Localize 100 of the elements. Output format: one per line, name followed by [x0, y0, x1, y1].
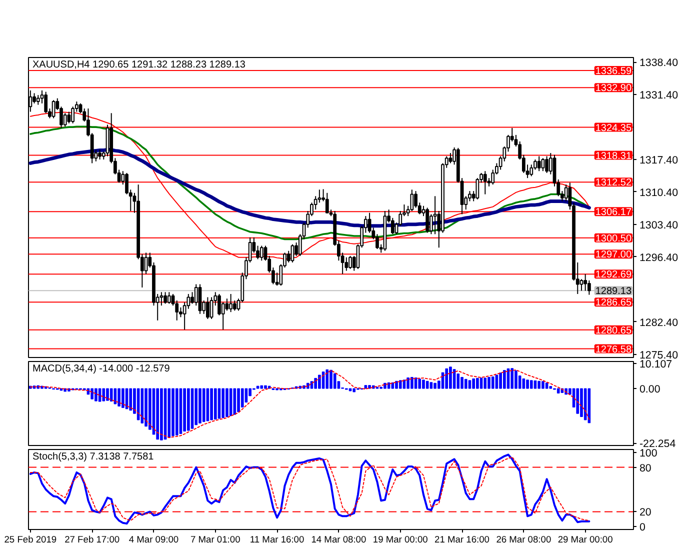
bar — [122, 388, 124, 408]
bar — [499, 372, 502, 389]
bar — [194, 388, 198, 426]
bar — [229, 388, 232, 416]
bar — [402, 380, 406, 389]
bar — [449, 366, 452, 389]
bar — [522, 378, 526, 389]
bar — [364, 385, 368, 389]
y-tick-label: 10.107 — [640, 358, 672, 371]
y-tick-label: 0 — [640, 522, 646, 534]
bar — [426, 380, 429, 389]
bar — [430, 382, 433, 389]
bar — [144, 388, 148, 427]
bar — [314, 378, 317, 389]
y-tick-label: 80 — [640, 462, 652, 474]
bar — [460, 376, 464, 389]
bar — [326, 369, 329, 389]
bar — [160, 388, 163, 440]
bar — [222, 388, 225, 418]
bar — [94, 388, 98, 402]
bar — [480, 378, 483, 389]
bar — [318, 374, 321, 389]
bar — [530, 380, 533, 389]
bar — [226, 388, 228, 418]
bar — [140, 388, 144, 424]
bar — [545, 382, 548, 389]
bar — [129, 388, 132, 411]
bar — [330, 370, 332, 389]
bar — [526, 380, 529, 389]
y-tick-label: 20 — [640, 506, 652, 519]
bar — [348, 388, 352, 392]
bar — [98, 388, 102, 402]
bar — [398, 380, 402, 389]
bar — [114, 388, 117, 404]
bar — [90, 388, 94, 400]
x-tick-label: 25 Feb 2019 — [4, 534, 57, 544]
bar — [333, 373, 336, 389]
bar — [491, 376, 494, 389]
x-tick-label: 19 Mar 00:00 — [372, 534, 428, 544]
bar — [206, 388, 210, 422]
bar — [580, 388, 583, 418]
bar — [302, 385, 306, 389]
bar — [384, 382, 386, 389]
bar — [468, 380, 472, 389]
x-tick-label: 21 Mar 16:00 — [434, 534, 490, 544]
bar — [434, 382, 436, 389]
bar — [488, 376, 490, 389]
bar — [584, 388, 587, 420]
x-tick-label: 29 Mar 00:00 — [558, 534, 613, 544]
bar — [395, 380, 398, 389]
bar — [549, 386, 552, 389]
bar — [210, 388, 213, 420]
bar — [179, 388, 182, 434]
bar — [172, 388, 174, 436]
bar — [156, 388, 159, 440]
x-tick-label: 14 Mar 08:00 — [311, 534, 366, 544]
bar — [476, 378, 479, 389]
bar — [233, 388, 236, 415]
bar — [183, 388, 186, 432]
bar — [588, 388, 591, 424]
bar — [422, 380, 425, 389]
bar — [410, 376, 414, 389]
bar — [406, 377, 410, 389]
bar — [418, 378, 422, 389]
bar — [503, 370, 506, 389]
bar — [452, 369, 456, 389]
bar — [218, 388, 221, 419]
x-tick-label: 26 Mar 08:00 — [496, 534, 552, 544]
bar — [464, 378, 468, 389]
x-tick-label: 4 Mar 09:00 — [128, 534, 179, 544]
bar — [260, 385, 264, 389]
bar — [495, 374, 498, 389]
y-tick-label: 0.00 — [640, 384, 660, 396]
bar — [187, 388, 190, 431]
bar — [256, 386, 260, 389]
bar — [202, 388, 206, 422]
chart-title: Stoch(5,3,3) 7.3138 7.7581 — [32, 452, 154, 462]
bar — [164, 388, 167, 440]
bar — [322, 372, 325, 389]
bar — [576, 388, 580, 414]
bar — [538, 380, 540, 389]
bar — [214, 388, 217, 420]
bar — [368, 385, 371, 389]
x-tick-label: 7 Mar 01:00 — [190, 534, 240, 544]
bar — [542, 381, 544, 389]
bar — [264, 385, 267, 389]
bar — [190, 388, 194, 429]
bar — [472, 378, 475, 389]
bar — [102, 388, 106, 402]
bar — [556, 388, 560, 394]
bar — [168, 388, 171, 438]
bar — [136, 388, 140, 420]
bar — [510, 368, 514, 389]
bar — [414, 377, 418, 389]
bar — [118, 388, 120, 406]
bar — [110, 388, 113, 402]
bar — [237, 388, 240, 412]
bar — [514, 370, 518, 389]
x-tick-label: 11 Mar 16:00 — [250, 534, 304, 544]
bar — [534, 380, 537, 389]
